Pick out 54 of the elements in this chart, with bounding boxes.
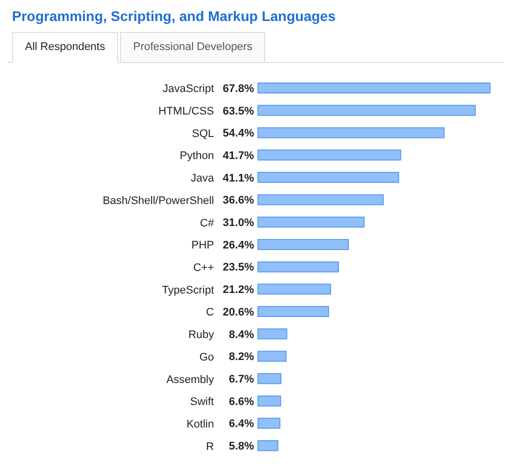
data-label: 5.8% (228, 440, 254, 453)
data-label: 20.6% (222, 306, 254, 318)
data-label: 6.6% (228, 396, 254, 408)
data-label: 67.8% (222, 82, 254, 95)
data-label: 63.5% (222, 105, 254, 118)
data-label: 8.2% (228, 351, 254, 364)
bar (258, 284, 332, 295)
data-label: 23.5% (222, 262, 254, 274)
data-label: 8.4% (228, 328, 254, 341)
y-tick-label: PHP (191, 240, 214, 252)
data-label: 36.6% (222, 194, 254, 207)
y-tick-label: Go (199, 351, 214, 364)
y-tick-label: Bash/Shell/PowerShell (102, 194, 214, 207)
y-tick-label: Swift (190, 396, 214, 408)
data-label: 6.4% (228, 418, 254, 430)
text: All Respondents (12, 32, 118, 63)
data-label: 41.1% (222, 172, 254, 184)
bar (258, 440, 278, 452)
data-label: 21.2% (222, 284, 254, 296)
y-tick-label: HTML/CSS (158, 106, 214, 118)
chart-title: Programming, Scripting, and Markup Languages (12, 8, 337, 24)
y-tick-label: C# (200, 217, 215, 230)
bar (258, 127, 445, 138)
y-tick-label: R (206, 440, 214, 453)
y-tick-label: TypeScript (162, 284, 214, 296)
bar (258, 328, 288, 340)
y-tick-label: C++ (193, 262, 214, 274)
bar (258, 172, 400, 183)
bar (258, 150, 402, 161)
data-label: 6.7% (228, 373, 254, 386)
data-label: 54.4% (222, 128, 254, 140)
bar (258, 418, 280, 429)
bar (258, 261, 339, 272)
y-tick-label: Java (190, 172, 215, 185)
data-label: 26.4% (222, 239, 254, 252)
data-label: 41.7% (222, 150, 254, 162)
y-tick-label: Python (180, 150, 214, 162)
y-tick-label: SQL (192, 128, 214, 140)
y-tick-label: Ruby (188, 329, 214, 342)
bar (258, 104, 476, 116)
bar (258, 194, 384, 206)
bar (258, 238, 349, 250)
data-label: 31.0% (222, 217, 254, 230)
bar (258, 306, 329, 318)
bar (258, 350, 287, 362)
y-tick-label: JavaScript (162, 83, 214, 96)
y-tick-label: C (206, 306, 214, 319)
y-tick-label: Assembly (166, 374, 214, 386)
bar (258, 373, 282, 384)
text: Professional Developers (120, 32, 266, 63)
bar (258, 395, 282, 406)
y-tick-label: Kotlin (186, 418, 214, 430)
bar (258, 216, 365, 228)
bar (258, 82, 490, 94)
